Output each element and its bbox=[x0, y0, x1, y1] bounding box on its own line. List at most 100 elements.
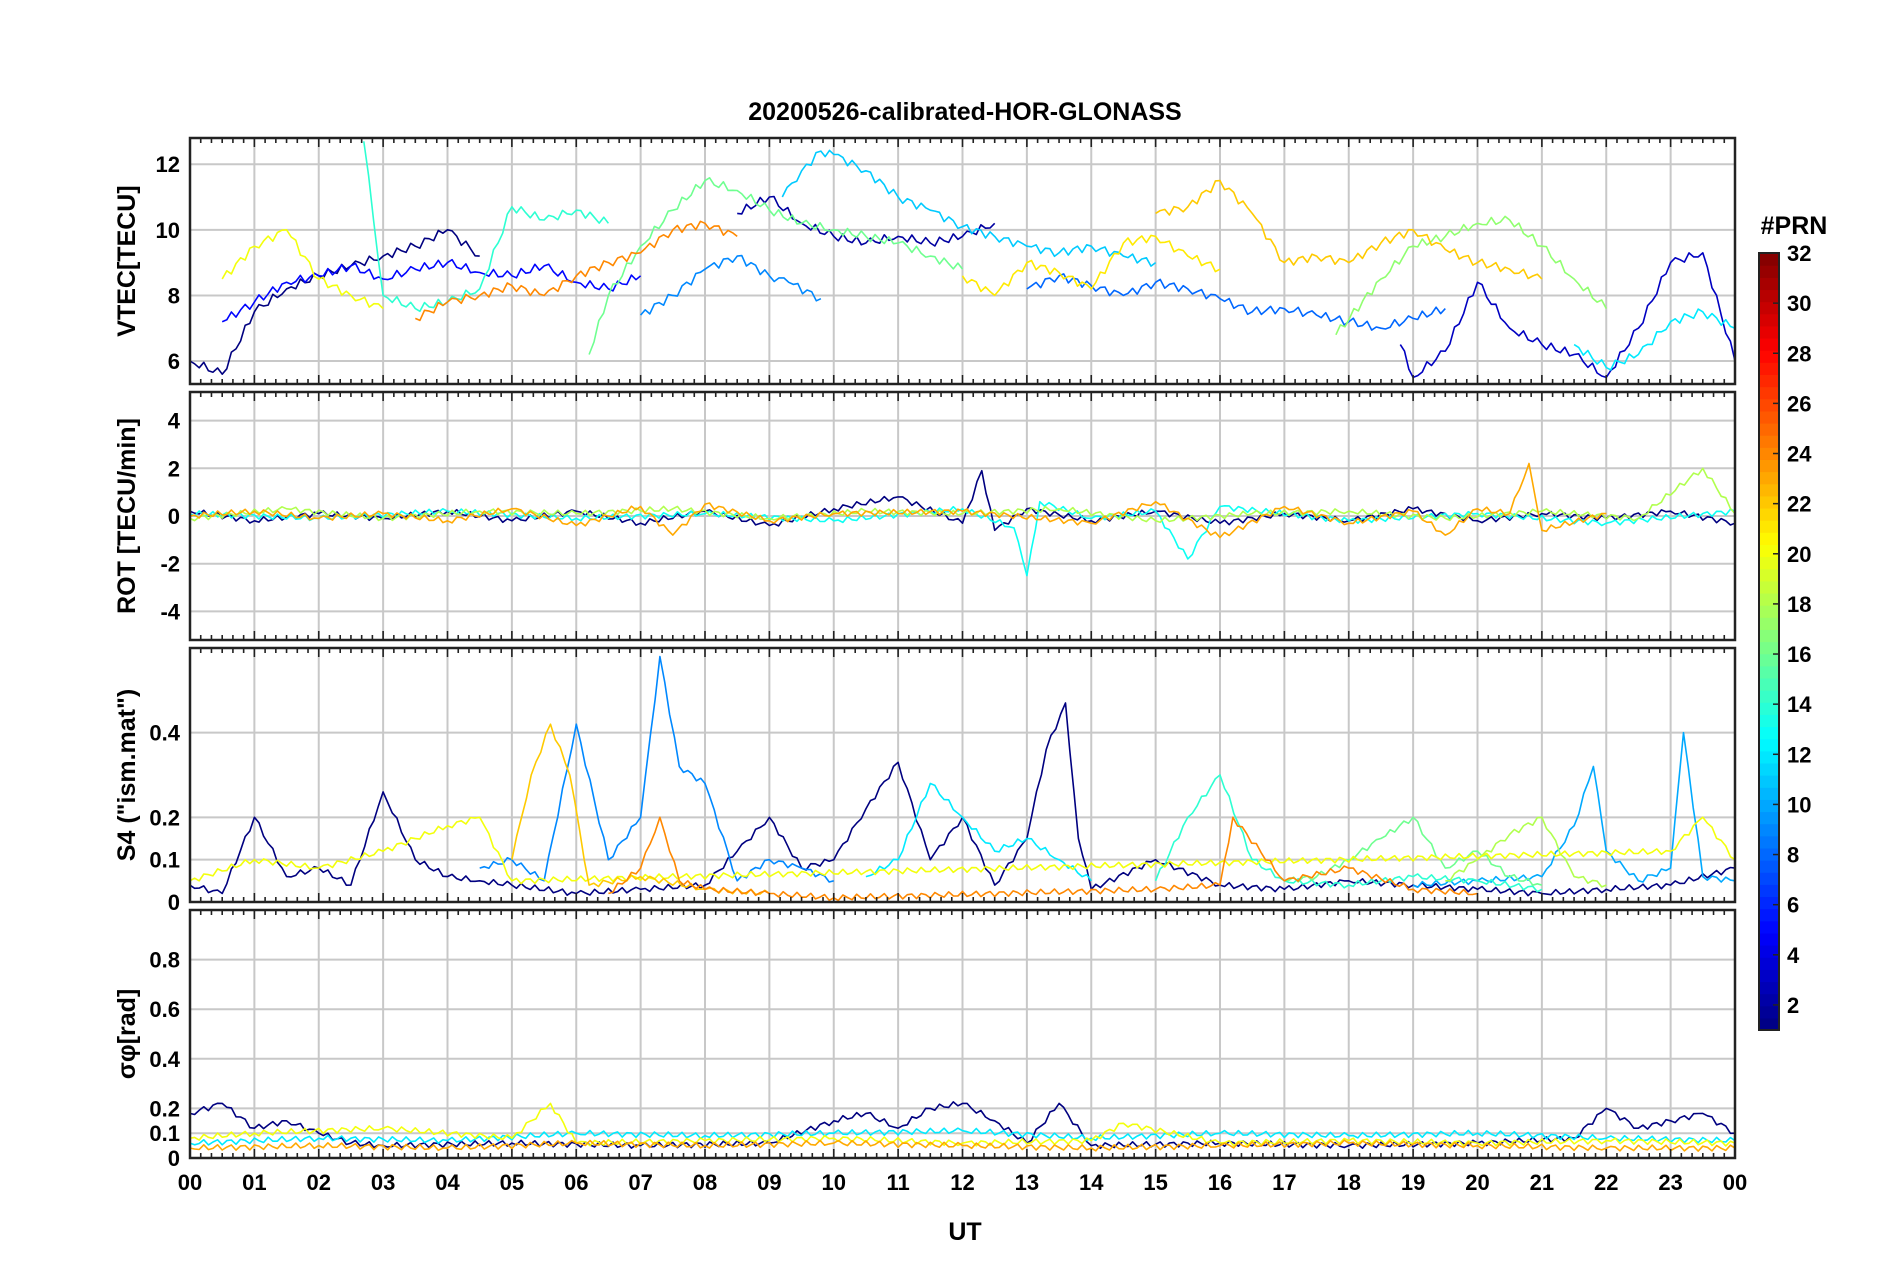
x-tick-label: 15 bbox=[1143, 1170, 1167, 1195]
x-tick-label: 12 bbox=[950, 1170, 974, 1195]
colorbar-swatch bbox=[1759, 362, 1779, 376]
series-line-prn-13 bbox=[190, 500, 1735, 577]
colorbar-swatch bbox=[1759, 969, 1779, 983]
colorbar-swatch bbox=[1759, 847, 1779, 861]
colorbar-swatch bbox=[1759, 738, 1779, 752]
colorbar-tick-label: 28 bbox=[1787, 341, 1811, 366]
series-line-prn-18 bbox=[1445, 816, 1607, 888]
y-tick-label: 0.6 bbox=[149, 997, 180, 1022]
colorbar-tick-label: 14 bbox=[1787, 692, 1812, 717]
colorbar-swatch bbox=[1759, 253, 1779, 266]
y-tick-label: 0.1 bbox=[149, 1121, 180, 1146]
colorbar-swatch bbox=[1759, 823, 1779, 837]
colorbar-swatch bbox=[1759, 799, 1779, 813]
colorbar-tick-label: 30 bbox=[1787, 291, 1811, 316]
colorbar-swatch bbox=[1759, 726, 1779, 740]
y-tick-label: 0 bbox=[168, 504, 180, 529]
chart-title: 20200526-calibrated-HOR-GLONASS bbox=[748, 98, 1181, 126]
x-tick-label: 00 bbox=[178, 1170, 202, 1195]
colorbar-swatch bbox=[1759, 835, 1779, 849]
y-tick-label: 8 bbox=[168, 283, 180, 308]
panel-rot: -4 -2 0 2 4 ROT [TECU/min] bbox=[113, 390, 1737, 642]
colorbar-tick-label: 2 bbox=[1787, 993, 1799, 1018]
y-axis-label-s4: S4 ("ism.mat") bbox=[113, 689, 141, 861]
colorbar-swatch bbox=[1759, 265, 1779, 278]
y-tick-label: 12 bbox=[156, 152, 180, 177]
colorbar-swatch bbox=[1759, 860, 1779, 873]
colorbar-swatch bbox=[1759, 471, 1779, 485]
colorbar-swatch bbox=[1759, 520, 1779, 533]
x-tick-label: 03 bbox=[371, 1170, 395, 1195]
colorbar-swatch bbox=[1759, 653, 1779, 667]
y-tick-label: 0.4 bbox=[149, 721, 180, 746]
x-tick-label: 09 bbox=[757, 1170, 781, 1195]
colorbar-swatch bbox=[1759, 932, 1779, 946]
series-line-prn-14 bbox=[1154, 774, 1543, 893]
colorbar-swatch bbox=[1759, 811, 1779, 825]
x-tick-label: 16 bbox=[1208, 1170, 1232, 1195]
colorbar-swatch bbox=[1759, 592, 1779, 606]
colorbar-swatch bbox=[1759, 398, 1779, 412]
series-line-prn-17 bbox=[1335, 215, 1608, 336]
colorbar-swatch bbox=[1759, 289, 1779, 303]
series-line-prn-12 bbox=[1573, 308, 1735, 371]
series-group bbox=[190, 1101, 1735, 1152]
series-line-prn-20 bbox=[221, 229, 384, 310]
colorbar-swatch bbox=[1759, 605, 1779, 618]
x-tick-label: 19 bbox=[1401, 1170, 1425, 1195]
x-tick-label: 18 bbox=[1337, 1170, 1361, 1195]
y-tick-label: 0.8 bbox=[149, 948, 180, 973]
series-line-prn-20 bbox=[190, 1102, 1735, 1147]
colorbar-swatch bbox=[1759, 896, 1779, 910]
y-tick-label: 4 bbox=[168, 409, 181, 434]
colorbar-swatch bbox=[1759, 957, 1779, 970]
series-line-prn-10 bbox=[1412, 731, 1735, 889]
colorbar-swatch bbox=[1759, 325, 1779, 339]
x-tick-label: 01 bbox=[242, 1170, 266, 1195]
x-tick-label: 05 bbox=[500, 1170, 524, 1195]
colorbar-swatch bbox=[1759, 580, 1779, 594]
series-line-prn-21 bbox=[961, 234, 1221, 297]
colorbar-tick-label: 6 bbox=[1787, 893, 1799, 918]
colorbar-swatch bbox=[1759, 556, 1779, 570]
colorbar-swatch bbox=[1759, 690, 1779, 703]
x-tick-label: 21 bbox=[1530, 1170, 1554, 1195]
y-axis-label-vtec: VTEC[TECU] bbox=[113, 185, 141, 336]
colorbar-tick-label: 4 bbox=[1787, 943, 1800, 968]
series-group bbox=[190, 655, 1735, 902]
x-tick-label: 08 bbox=[693, 1170, 717, 1195]
colorbar-swatch bbox=[1759, 762, 1779, 776]
x-tick-label: 17 bbox=[1272, 1170, 1296, 1195]
series-line-prn-8 bbox=[1026, 273, 1446, 331]
y-tick-label: 6 bbox=[168, 349, 180, 374]
panel-vtec: 6 8 10 12 VTEC[TECU] bbox=[113, 136, 1737, 386]
x-tick-label: 02 bbox=[307, 1170, 331, 1195]
panel-s4: 0 0.1 0.2 0.4 S4 ("ism.mat") bbox=[113, 646, 1737, 915]
y-tick-label: 0.4 bbox=[149, 1047, 180, 1072]
panel-sigma_phi: 00.10.2 0.4 0.6 0.8 σφ[rad] bbox=[113, 908, 1737, 1171]
colorbar-swatch bbox=[1759, 483, 1779, 497]
colorbar-swatch bbox=[1759, 775, 1779, 788]
colorbar-frame bbox=[1758, 252, 1780, 1031]
x-tick-label: 13 bbox=[1015, 1170, 1039, 1195]
series-group bbox=[190, 462, 1735, 577]
colorbar-swatch bbox=[1759, 714, 1779, 728]
y-tick-label: -2 bbox=[160, 552, 180, 577]
colorbar-tick-label: 12 bbox=[1787, 742, 1811, 767]
series-line-prn-24 bbox=[608, 816, 1478, 902]
colorbar-swatch bbox=[1759, 568, 1779, 582]
colorbar-swatch bbox=[1759, 787, 1779, 800]
colorbar-swatch bbox=[1759, 665, 1779, 679]
series-line-prn-23 bbox=[190, 462, 1607, 539]
colorbar-swatch bbox=[1759, 313, 1779, 327]
series-line-prn-11 bbox=[781, 149, 1157, 267]
series-line-prn-9 bbox=[639, 254, 822, 316]
series-line-prn-18 bbox=[190, 467, 1735, 524]
colorbar-swatch bbox=[1759, 981, 1779, 995]
colorbar-swatch bbox=[1759, 386, 1779, 400]
x-tick-label: 23 bbox=[1658, 1170, 1682, 1195]
colorbar-swatch bbox=[1759, 350, 1779, 363]
colorbar-swatch bbox=[1759, 447, 1779, 460]
